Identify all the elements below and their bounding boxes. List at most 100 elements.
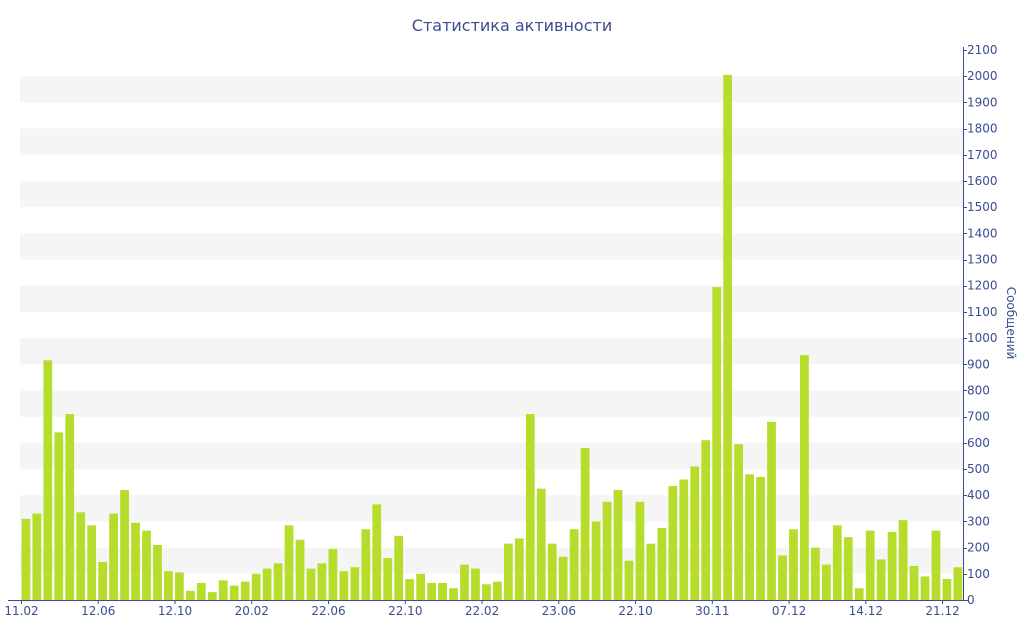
bar (745, 474, 754, 600)
y-tick-label: 1200 (967, 279, 998, 293)
bar (569, 529, 579, 600)
bar (120, 490, 129, 600)
bar (54, 432, 64, 600)
x-tick-label: 22.02 (465, 604, 499, 618)
y-tick-label: 1700 (967, 148, 998, 162)
grid-band (20, 233, 963, 260)
bar (273, 563, 283, 600)
bar (789, 529, 798, 600)
bar (328, 548, 338, 600)
x-tick-label: 23.06 (542, 604, 576, 618)
bar (229, 585, 239, 600)
bar (175, 572, 184, 600)
bar (43, 360, 53, 600)
bar (339, 571, 349, 600)
bar (547, 543, 557, 600)
y-tick-label: 2100 (967, 43, 998, 57)
grid-band (20, 390, 963, 417)
grid-band (20, 495, 963, 522)
bar (251, 573, 261, 600)
bar (920, 576, 930, 600)
bar (580, 448, 590, 600)
bar (87, 525, 97, 600)
bar (657, 527, 667, 600)
y-tick-label: 600 (967, 436, 990, 450)
bar (778, 555, 787, 600)
bar (394, 535, 404, 600)
bar (800, 355, 809, 600)
bar (383, 558, 393, 600)
bar (76, 512, 86, 600)
y-axis-ticks: 0 100 200 300 400 500 600 700 800 900 1000 1100 1200… (963, 43, 998, 607)
bar (832, 525, 842, 600)
bar (613, 490, 623, 600)
grid-band (20, 76, 963, 103)
bar (810, 547, 820, 600)
bar (240, 581, 250, 600)
x-tick-label: 14.12 (849, 604, 883, 618)
x-tick-label: 07.12 (772, 604, 806, 618)
bar (525, 414, 535, 600)
grid-band (20, 442, 963, 470)
bar (350, 567, 360, 600)
bar (536, 488, 546, 600)
bar (602, 501, 612, 600)
x-tick-label: 12.10 (158, 604, 192, 618)
bar-series (21, 74, 963, 600)
y-tick-label: 1500 (967, 200, 998, 214)
y-tick-label: 800 (967, 383, 990, 397)
grid-band (20, 285, 963, 312)
bar (756, 476, 765, 600)
bar (821, 564, 831, 600)
bar (701, 440, 711, 600)
y-tick-label: 100 (967, 567, 990, 581)
bar (306, 568, 316, 600)
grid-band (20, 338, 963, 365)
bar (196, 582, 206, 600)
y-tick-label: 700 (967, 410, 990, 424)
x-tick-label: 22.06 (311, 604, 345, 618)
bar (876, 559, 886, 600)
bar (438, 582, 447, 600)
bar (65, 414, 75, 600)
bar (284, 525, 294, 600)
x-tick-label: 30.11 (695, 604, 729, 618)
bar (460, 564, 469, 600)
bar (931, 530, 941, 600)
bar (131, 522, 140, 600)
bar (493, 581, 502, 600)
grid-band (20, 128, 963, 155)
y-tick-label: 1800 (967, 122, 998, 136)
y-tick-label: 400 (967, 488, 990, 502)
bar (942, 579, 952, 600)
y-tick-label: 1600 (967, 174, 998, 188)
bar (207, 592, 217, 600)
bar (21, 518, 31, 600)
bar (734, 444, 743, 600)
bar (558, 556, 568, 600)
bar (185, 590, 195, 600)
bar (471, 568, 480, 600)
bar (405, 579, 415, 600)
x-tick-label: 20.02 (235, 604, 269, 618)
y-tick-label: 1000 (967, 331, 998, 345)
bar (591, 521, 601, 600)
bar (153, 545, 162, 600)
bar (668, 486, 678, 600)
bar (262, 568, 272, 600)
y-tick-label: 1300 (967, 253, 998, 267)
x-tick-label: 22.10 (388, 604, 422, 618)
bar (416, 573, 426, 600)
bar (218, 580, 228, 600)
bar (854, 588, 864, 600)
bar (624, 560, 634, 600)
x-tick-label: 11.02 (4, 604, 38, 618)
bar (98, 562, 108, 600)
bar (482, 584, 491, 600)
bar (887, 531, 897, 600)
y-tick-label: 1100 (967, 305, 998, 319)
bar (372, 504, 382, 600)
y-tick-label: 900 (967, 357, 990, 371)
grid-band (20, 180, 963, 208)
